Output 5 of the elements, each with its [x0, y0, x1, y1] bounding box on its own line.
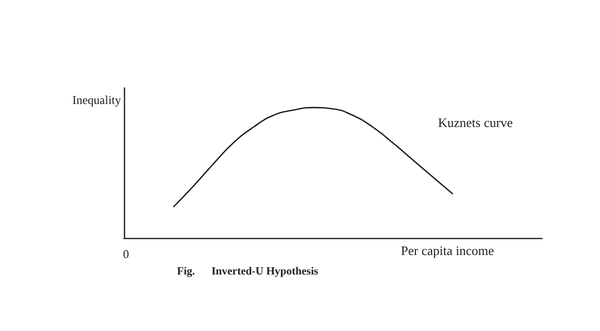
y-axis-title: Inequality	[72, 93, 121, 107]
text: Kuznets curve	[438, 115, 513, 130]
x-axis-title: Per capita income	[400, 243, 494, 258]
text: 0	[123, 247, 129, 261]
text: Fig. Inverted-U Hypothesis	[177, 266, 319, 278]
